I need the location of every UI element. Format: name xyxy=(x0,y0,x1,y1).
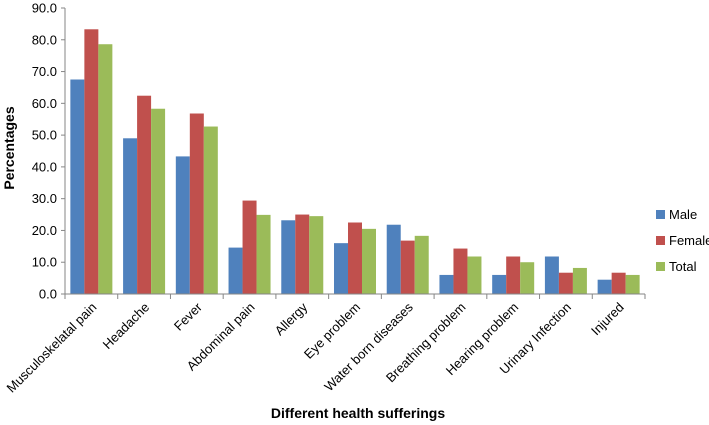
x-axis-title: Different health sufferings xyxy=(271,405,445,421)
x-tick-label: Injured xyxy=(588,300,627,339)
legend-label-male: Male xyxy=(669,207,697,222)
bar-female-8 xyxy=(506,256,521,294)
legend-swatch-male xyxy=(656,210,665,219)
y-tick-label: 80.0 xyxy=(32,32,57,47)
x-tick-label: Musculoskelatal pain xyxy=(4,300,100,396)
bar-female-9 xyxy=(558,272,573,294)
bar-total-4 xyxy=(309,216,324,294)
y-tick-label: 10.0 xyxy=(32,255,57,270)
legend-label-total: Total xyxy=(669,259,697,274)
bars xyxy=(70,29,640,295)
legend-label-female: Female xyxy=(669,233,709,248)
bar-female-2 xyxy=(189,113,204,294)
x-axis: Musculoskelatal pain Headache FeverAbdomin… xyxy=(4,293,646,396)
y-tick-label: 30.0 xyxy=(32,191,57,206)
y-tick-label: 60.0 xyxy=(32,96,57,111)
bar-female-0 xyxy=(84,29,99,295)
bar-male-9 xyxy=(544,256,559,294)
bar-total-0 xyxy=(98,44,113,294)
bar-total-5 xyxy=(362,228,376,294)
y-tick-label: 40.0 xyxy=(32,159,57,174)
bar-total-9 xyxy=(572,267,587,294)
bar-female-6 xyxy=(400,240,415,294)
bar-male-7 xyxy=(439,274,454,294)
bar-total-7 xyxy=(467,256,482,294)
bar-male-10 xyxy=(597,279,612,294)
bar-male-0 xyxy=(70,79,85,294)
x-tick-label: Headache xyxy=(100,300,153,353)
legend: Male Female Total xyxy=(656,207,709,274)
bar-total-10 xyxy=(625,274,640,294)
bar-total-6 xyxy=(414,235,429,294)
bar-male-4 xyxy=(281,220,296,294)
x-tick-label: Water born diseases xyxy=(321,299,416,394)
y-tick-label: 0.0 xyxy=(39,287,57,302)
x-tick-label: Fever xyxy=(171,299,206,334)
bar-female-5 xyxy=(348,222,362,294)
y-tick-label: 70.0 xyxy=(32,64,57,79)
bar-female-3 xyxy=(242,200,257,294)
legend-swatch-female xyxy=(656,236,665,245)
x-tick-label: Allergy xyxy=(272,299,311,338)
legend-swatch-total xyxy=(656,262,665,271)
bar-male-1 xyxy=(123,138,138,294)
y-axis-title: Percentages xyxy=(1,106,17,189)
bar-total-2 xyxy=(203,126,218,294)
bar-total-1 xyxy=(151,108,166,294)
bar-female-7 xyxy=(453,248,468,294)
bar-male-2 xyxy=(175,156,190,294)
bar-female-4 xyxy=(295,214,310,294)
bar-male-6 xyxy=(386,224,401,294)
bar-total-8 xyxy=(520,262,535,294)
bar-male-3 xyxy=(228,247,243,294)
y-tick-label: 90.0 xyxy=(32,1,57,16)
bar-male-8 xyxy=(492,274,507,294)
y-axis: 0.0 10.0 20.0 30.0 40.0 50.0 60.0 70.0 80.0 90.0 xyxy=(32,1,66,302)
y-tick-label: 50.0 xyxy=(32,128,57,143)
y-tick-label: 20.0 xyxy=(32,223,57,238)
bar-female-1 xyxy=(137,95,152,294)
bar-total-3 xyxy=(256,214,271,294)
bar-female-10 xyxy=(611,272,626,294)
bar-male-5 xyxy=(334,243,348,294)
